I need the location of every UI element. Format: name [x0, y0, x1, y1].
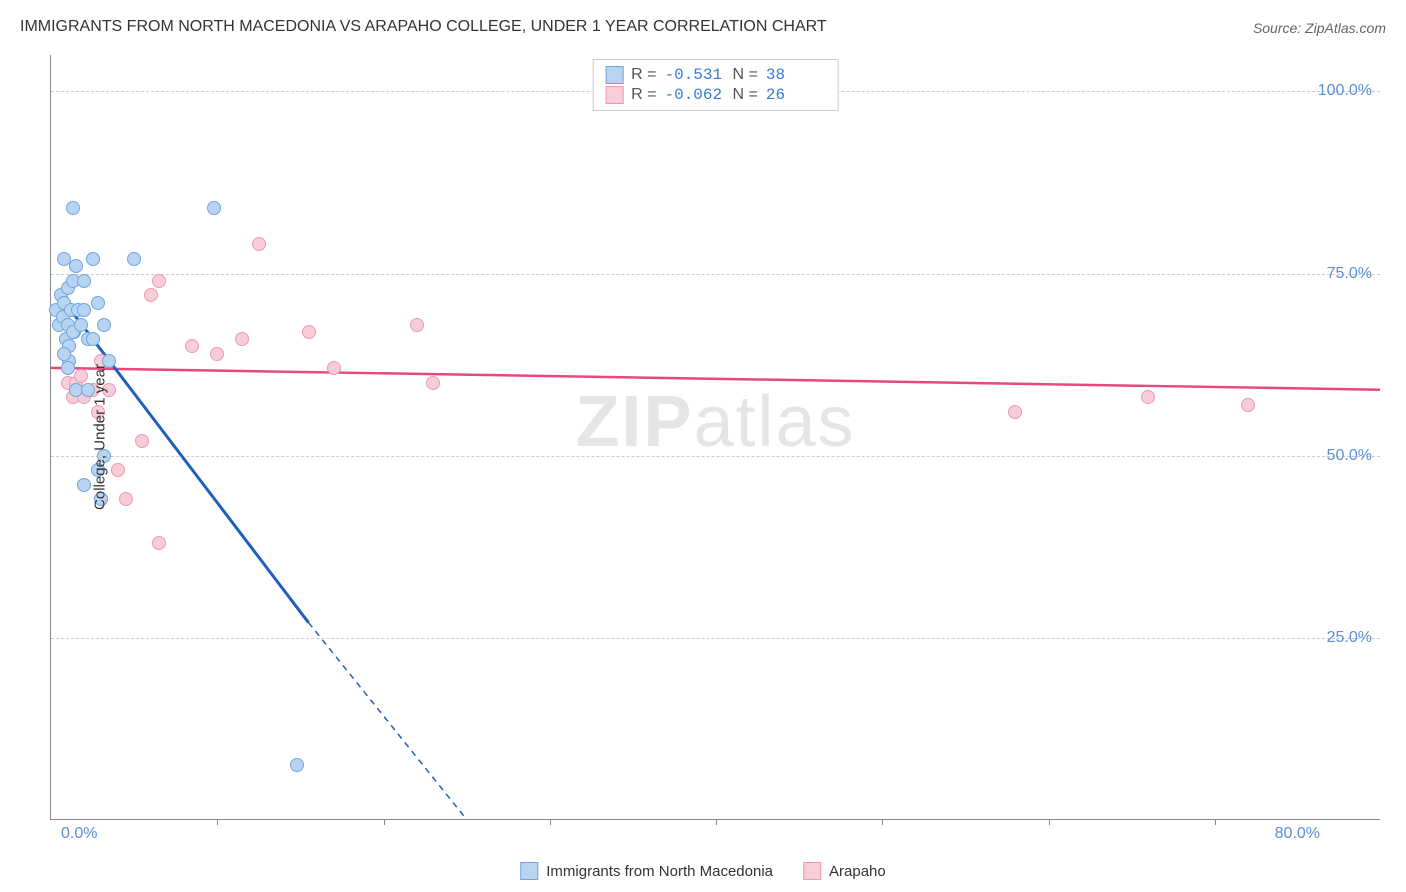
- legend-label-pink: Arapaho: [829, 863, 886, 880]
- point-pink: [152, 274, 166, 288]
- r-value-blue: -0.531: [665, 66, 725, 84]
- point-pink: [185, 339, 199, 353]
- y-tick-label: 25.0%: [1327, 629, 1372, 647]
- n-label: N =: [733, 86, 758, 104]
- point-blue: [57, 252, 71, 266]
- point-blue: [91, 296, 105, 310]
- point-pink: [111, 463, 125, 477]
- point-blue: [66, 201, 80, 215]
- r-label: R =: [631, 66, 656, 84]
- point-blue: [207, 201, 221, 215]
- x-axis-min-label: 0.0%: [61, 825, 97, 843]
- point-pink: [1141, 390, 1155, 404]
- stat-row-pink: R = -0.062 N = 26: [605, 86, 826, 104]
- point-blue: [86, 332, 100, 346]
- point-pink: [135, 434, 149, 448]
- point-pink: [119, 492, 133, 506]
- point-blue: [69, 259, 83, 273]
- point-blue: [61, 361, 75, 375]
- n-label: N =: [733, 66, 758, 84]
- swatch-pink: [605, 86, 623, 104]
- point-pink: [302, 325, 316, 339]
- point-pink: [426, 376, 440, 390]
- series-legend: Immigrants from North Macedonia Arapaho: [520, 862, 885, 880]
- point-pink: [327, 361, 341, 375]
- swatch-blue: [605, 66, 623, 84]
- y-tick-label: 100.0%: [1318, 82, 1372, 100]
- r-value-pink: -0.062: [665, 86, 725, 104]
- point-blue: [77, 303, 91, 317]
- point-pink: [144, 288, 158, 302]
- plot-area: ZIPatlas R = -0.531 N = 38 R = -0.062 N …: [50, 55, 1380, 820]
- point-blue: [290, 758, 304, 772]
- legend-swatch-pink: [803, 862, 821, 880]
- point-blue: [86, 252, 100, 266]
- point-pink: [1241, 398, 1255, 412]
- point-blue: [97, 318, 111, 332]
- point-pink: [235, 332, 249, 346]
- trend-lines: [51, 55, 1380, 819]
- legend-label-blue: Immigrants from North Macedonia: [546, 863, 773, 880]
- chart-title: IMMIGRANTS FROM NORTH MACEDONIA VS ARAPA…: [20, 18, 827, 36]
- point-blue: [57, 347, 71, 361]
- point-blue: [74, 318, 88, 332]
- legend-item-blue: Immigrants from North Macedonia: [520, 862, 773, 880]
- source-label: Source: ZipAtlas.com: [1253, 20, 1386, 36]
- point-blue: [77, 274, 91, 288]
- r-label: R =: [631, 86, 656, 104]
- n-value-pink: 26: [766, 86, 826, 104]
- correlation-legend: R = -0.531 N = 38 R = -0.062 N = 26: [592, 59, 839, 111]
- legend-swatch-blue: [520, 862, 538, 880]
- y-tick-label: 75.0%: [1327, 265, 1372, 283]
- legend-item-pink: Arapaho: [803, 862, 886, 880]
- point-pink: [74, 369, 88, 383]
- point-blue: [127, 252, 141, 266]
- point-pink: [1008, 405, 1022, 419]
- point-pink: [210, 347, 224, 361]
- point-pink: [152, 536, 166, 550]
- point-pink: [252, 237, 266, 251]
- y-tick-label: 50.0%: [1327, 447, 1372, 465]
- watermark: ZIPatlas: [575, 381, 855, 463]
- point-pink: [410, 318, 424, 332]
- x-axis-max-label: 80.0%: [1275, 825, 1320, 843]
- stat-row-blue: R = -0.531 N = 38: [605, 66, 826, 84]
- y-axis-label: College, Under 1 year: [91, 364, 108, 510]
- n-value-blue: 38: [766, 66, 826, 84]
- point-blue: [77, 478, 91, 492]
